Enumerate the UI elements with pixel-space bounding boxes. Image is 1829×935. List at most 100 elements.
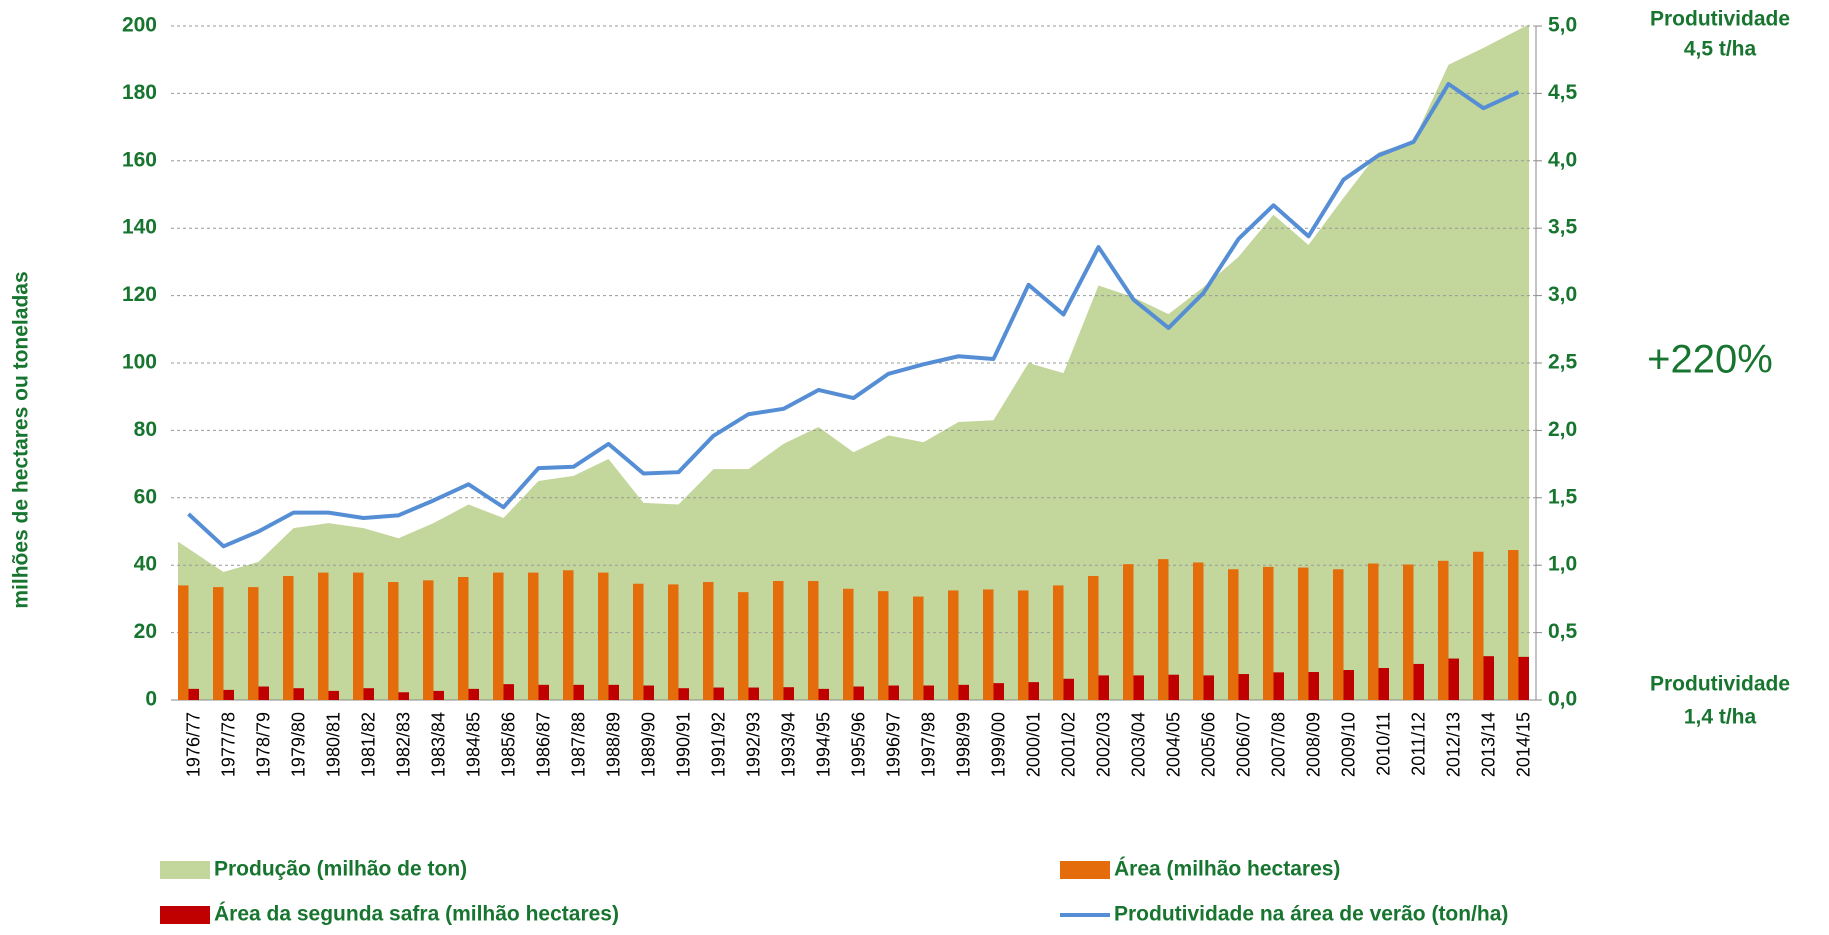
bar [1518, 656, 1529, 700]
bar [993, 683, 1004, 700]
bar [1158, 559, 1169, 700]
x-tick-label: 1995/96 [848, 712, 868, 777]
annotation: 4,5 t/ha [1684, 38, 1757, 61]
x-tick-label: 1992/93 [743, 712, 763, 777]
x-tick-label: 1989/90 [638, 712, 658, 777]
bar [1203, 675, 1214, 700]
x-tick-label: 1998/99 [953, 712, 973, 777]
bar [913, 596, 924, 700]
legend-label: Produtividade na área de verão (ton/ha) [1114, 903, 1508, 926]
y-tick-label: 160 [122, 148, 157, 171]
bar [713, 687, 724, 700]
x-tick-label: 2007/08 [1268, 712, 1288, 777]
x-tick-label: 1994/95 [813, 712, 833, 777]
bar [1098, 675, 1109, 700]
bar [818, 688, 829, 700]
x-tick-label: 1993/94 [778, 712, 798, 777]
x-tick-label: 2006/07 [1233, 712, 1253, 777]
x-tick-label: 1996/97 [883, 712, 903, 777]
bar [528, 572, 539, 700]
bar [703, 582, 714, 700]
x-tick-label: 1976/77 [183, 712, 203, 777]
x-tick-label: 2010/11 [1373, 712, 1393, 776]
y2-tick-label: 5,0 [1548, 14, 1577, 37]
x-tick-label: 1988/89 [603, 712, 623, 777]
bar [423, 580, 434, 700]
bar [1168, 674, 1179, 700]
bar [1088, 575, 1099, 700]
y-tick-label: 40 [134, 553, 157, 576]
bar [398, 692, 409, 700]
bar [678, 688, 689, 700]
x-tick-label: 1981/82 [358, 712, 378, 777]
bar [608, 684, 619, 700]
y-tick-label: 140 [122, 216, 157, 239]
bar [598, 572, 609, 700]
x-tick-label: 2011/12 [1408, 712, 1428, 776]
bar [178, 585, 189, 700]
bar [188, 688, 199, 700]
y2-tick-label: 3,5 [1548, 216, 1578, 239]
bar [958, 684, 969, 700]
bar [433, 690, 444, 700]
bar [1298, 567, 1309, 700]
bar [808, 581, 819, 700]
bar [1028, 682, 1039, 700]
bar [948, 590, 959, 700]
x-tick-label: 1991/92 [708, 712, 728, 777]
x-tick-label: 1984/85 [463, 712, 483, 777]
bar [853, 686, 864, 700]
y2-tick-label: 2,0 [1548, 418, 1577, 441]
bar [1123, 564, 1134, 700]
bar [563, 570, 574, 700]
bar [668, 584, 679, 700]
legend-swatch [160, 906, 210, 924]
bar [1263, 566, 1274, 700]
bar [1448, 658, 1459, 700]
x-tick-label: 2012/13 [1443, 712, 1463, 777]
bar [1438, 560, 1449, 700]
bar [1508, 550, 1519, 700]
bar [293, 688, 304, 700]
bar [258, 686, 269, 700]
bar [328, 690, 339, 700]
bar [213, 587, 224, 700]
legend-swatch [1060, 861, 1110, 879]
y2-tick-label: 1,5 [1548, 485, 1578, 508]
bar [923, 685, 934, 700]
bar [223, 689, 234, 700]
y2-tick-label: 4,0 [1548, 148, 1577, 171]
x-tick-label: 1987/88 [568, 712, 588, 777]
bar [783, 687, 794, 700]
y-tick-label: 200 [122, 14, 157, 37]
y-tick-label: 0 [145, 688, 157, 711]
bar [1063, 678, 1074, 700]
annotation: Produtividade [1650, 8, 1790, 31]
x-tick-label: 1979/80 [288, 712, 308, 777]
x-tick-label: 2009/10 [1338, 712, 1358, 777]
bar [1368, 563, 1379, 700]
y-tick-label: 100 [122, 351, 157, 374]
y2-tick-label: 0,5 [1548, 620, 1578, 643]
legend-label: Produção (milhão de ton) [214, 858, 467, 881]
bar [1413, 663, 1424, 700]
bar [1378, 667, 1389, 700]
y-tick-label: 80 [134, 418, 157, 441]
bar [1343, 670, 1354, 700]
bar [1473, 551, 1484, 700]
x-tick-label: 2001/02 [1058, 712, 1078, 777]
x-tick-label: 2002/03 [1093, 712, 1113, 777]
x-tick-label: 2014/15 [1513, 712, 1533, 777]
bar [248, 587, 259, 700]
x-tick-label: 1980/81 [323, 712, 343, 777]
bar [1333, 569, 1344, 700]
bar [363, 688, 374, 700]
annotation: +220% [1647, 338, 1773, 382]
line [187, 81, 1520, 549]
bar [458, 576, 469, 700]
bar [573, 684, 584, 700]
bar [1238, 674, 1249, 700]
x-tick-label: 1999/00 [988, 712, 1008, 777]
bar [1018, 590, 1029, 700]
